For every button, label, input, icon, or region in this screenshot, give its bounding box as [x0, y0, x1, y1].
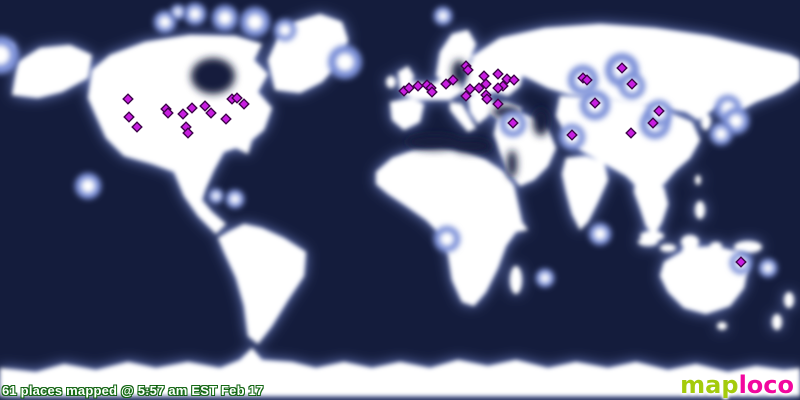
logo-text-map: map: [680, 371, 739, 399]
visitor-dot: [131, 121, 143, 133]
visitor-dot: [625, 127, 637, 139]
visitor-dot: [403, 82, 415, 94]
visitor-dot: [182, 127, 194, 139]
visitor-dot: [492, 98, 504, 110]
visitor-dot: [412, 80, 424, 92]
visitor-dot: [460, 90, 472, 102]
maploco-logo[interactable]: maploco: [680, 373, 794, 397]
visitor-dot: [501, 73, 513, 85]
visitor-dot: [462, 64, 474, 76]
visitor-dot: [464, 83, 476, 95]
visitor-dots-layer: [122, 60, 747, 268]
visitor-dot: [492, 82, 504, 94]
visitor-dot: [426, 86, 438, 98]
visitor-dot: [199, 100, 211, 112]
visitor-dot: [162, 107, 174, 119]
visitor-dot: [231, 92, 243, 104]
visitor-dot: [478, 70, 490, 82]
visitor-dot: [647, 117, 659, 129]
visitor-dot: [447, 74, 459, 86]
visitor-dot: [122, 93, 134, 105]
visitor-dot: [566, 129, 578, 141]
visitor-dot: [507, 117, 519, 129]
visitor-dot: [653, 105, 665, 117]
visitor-dot: [186, 102, 198, 114]
visitor-dot: [440, 78, 452, 90]
visitor-dot: [481, 93, 493, 105]
visitor-dot: [220, 113, 232, 125]
visitor-dot: [616, 62, 628, 74]
logo-text-loco: loco: [738, 371, 794, 399]
visitor-dot: [508, 74, 520, 86]
visitor-dot: [492, 68, 504, 80]
visitor-dot: [589, 97, 601, 109]
visitor-dot: [238, 98, 250, 110]
status-text: 61 places mapped @ 5:57 am EST Feb 17: [2, 383, 264, 398]
visitor-dot: [473, 82, 485, 94]
visitor-dot: [123, 111, 135, 123]
visitor-dot: [480, 78, 492, 90]
visitor-dot: [205, 107, 217, 119]
visitor-dot: [626, 78, 638, 90]
visitor-dot: [177, 108, 189, 120]
visitor-dot: [581, 74, 593, 86]
visitor-dot: [735, 256, 747, 268]
